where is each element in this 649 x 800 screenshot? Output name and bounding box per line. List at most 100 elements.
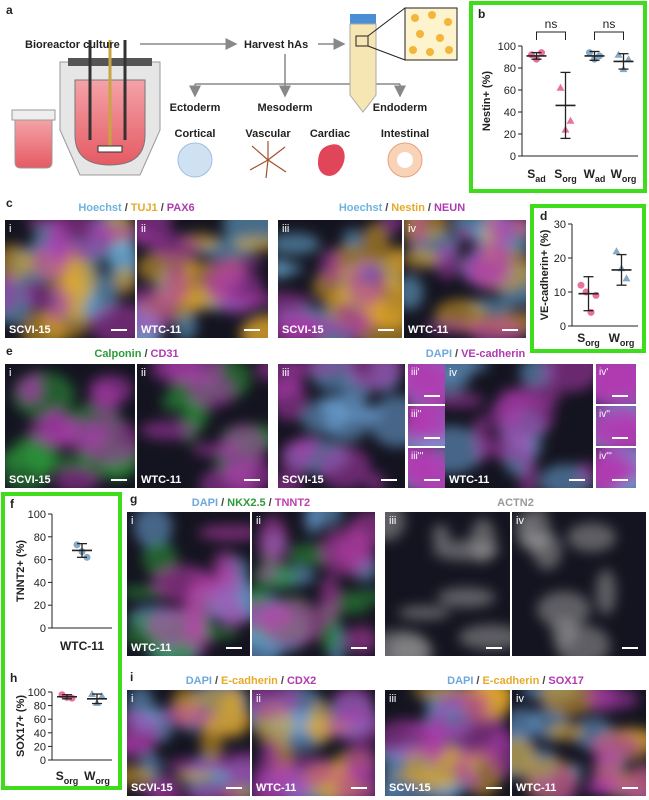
stain-blob bbox=[5, 243, 30, 283]
category-sub: org bbox=[64, 776, 79, 786]
y-axis-label: TNNT2+ (%) bbox=[15, 540, 27, 602]
stain-blob bbox=[437, 587, 496, 608]
stain: / bbox=[215, 675, 218, 687]
stain-blob bbox=[220, 423, 267, 474]
y-tick-label: 40 bbox=[34, 577, 46, 589]
stain-blob bbox=[217, 601, 248, 628]
stain-signal bbox=[385, 690, 510, 796]
stain-blob bbox=[50, 220, 115, 260]
stain-blob bbox=[241, 313, 268, 338]
image-numeral: ii bbox=[141, 223, 146, 235]
stain-blob bbox=[472, 414, 491, 463]
stain-blob bbox=[551, 617, 579, 646]
germ-layer: Mesoderm bbox=[257, 102, 312, 114]
tissue-type: Cardiac bbox=[310, 128, 350, 140]
cardiac-icon bbox=[318, 144, 345, 176]
stain-blob bbox=[256, 567, 277, 580]
stain-blob bbox=[404, 274, 424, 310]
image-label: SCVI-15 bbox=[282, 324, 324, 336]
stain-blob bbox=[278, 378, 308, 422]
stain-blob bbox=[278, 232, 321, 255]
stain-blob bbox=[90, 382, 120, 420]
y-tick-label: 80 bbox=[34, 532, 46, 544]
x-tick-label: Sorg bbox=[56, 769, 79, 786]
category-sub: org bbox=[622, 174, 637, 184]
stain-blob bbox=[199, 466, 260, 488]
stain-blob bbox=[521, 532, 548, 553]
category: W bbox=[611, 167, 623, 181]
y-tick-label: 20 bbox=[34, 600, 46, 612]
stain-blob bbox=[589, 780, 615, 794]
stain-blob bbox=[318, 445, 371, 488]
stain-blob bbox=[567, 522, 616, 552]
stain: / bbox=[125, 202, 128, 214]
significance-bracket bbox=[594, 31, 624, 40]
stain-blob bbox=[257, 515, 288, 567]
micrograph bbox=[278, 220, 402, 338]
image-numeral: ii bbox=[256, 693, 261, 705]
stain: SOX17 bbox=[548, 675, 583, 687]
x-tick-label: Sad bbox=[527, 167, 546, 184]
stain-blob bbox=[385, 512, 406, 541]
stain-blob bbox=[162, 263, 190, 305]
stain-blob bbox=[368, 395, 405, 447]
stain-blob bbox=[224, 769, 250, 786]
stain-blob bbox=[278, 322, 331, 338]
stain-blob bbox=[160, 704, 215, 728]
stain-signal bbox=[408, 448, 448, 488]
stain-blob bbox=[137, 220, 172, 247]
stain: / bbox=[221, 497, 224, 509]
stain: DAPI bbox=[426, 348, 452, 360]
stain: VE-cadherin bbox=[461, 348, 525, 360]
stain-blob bbox=[434, 241, 461, 280]
stain: / bbox=[455, 348, 458, 360]
stain: / bbox=[144, 348, 147, 360]
stain-blob bbox=[252, 690, 302, 719]
category: S bbox=[527, 167, 535, 181]
stain-blob bbox=[600, 364, 636, 391]
image-numeral: iv bbox=[516, 693, 524, 705]
y-tick-label: 60 bbox=[34, 714, 46, 726]
stain-signal bbox=[404, 220, 526, 338]
zoom-line bbox=[367, 45, 406, 61]
stain-blob bbox=[208, 256, 264, 270]
stain-signal bbox=[140, 364, 268, 488]
stain-legend: ACTN2 bbox=[497, 497, 534, 509]
stain-blob bbox=[351, 311, 374, 336]
category-sub: org bbox=[95, 776, 110, 786]
image-label: WTC-11 bbox=[256, 782, 296, 794]
data-point bbox=[612, 247, 621, 255]
panel-letter: d bbox=[540, 209, 547, 223]
stain-blob bbox=[391, 770, 455, 784]
category: S bbox=[554, 167, 562, 181]
stain: / bbox=[476, 675, 479, 687]
stain-blob bbox=[191, 442, 244, 457]
data-point bbox=[73, 541, 81, 549]
stain-blob bbox=[127, 710, 162, 755]
inset-numeral: iv'' bbox=[599, 409, 610, 420]
tube-cap bbox=[350, 14, 376, 24]
stain-blob bbox=[409, 449, 448, 477]
stain-signal bbox=[127, 512, 250, 656]
stain-blob bbox=[404, 247, 442, 269]
highlight-box bbox=[1, 492, 122, 790]
stain: / bbox=[161, 202, 164, 214]
stain-blob bbox=[519, 454, 538, 488]
y-axis-label: Nestin+ (%) bbox=[481, 71, 493, 132]
stain: / bbox=[269, 497, 272, 509]
stain-blob bbox=[319, 574, 341, 624]
stain-legend: Calponin / CD31 bbox=[94, 348, 178, 360]
x-tick-label: WTC-11 bbox=[60, 639, 104, 653]
stain-blob bbox=[26, 220, 56, 229]
stain-blob bbox=[345, 625, 375, 655]
image-numeral: i bbox=[9, 223, 11, 235]
stain-blob bbox=[326, 709, 375, 743]
stain: NEUN bbox=[434, 202, 465, 214]
stain-blob bbox=[344, 364, 404, 390]
stain-signal bbox=[445, 364, 593, 488]
stain: Hoechst bbox=[339, 202, 383, 214]
stain-blob bbox=[445, 364, 473, 395]
image-label: WTC-11 bbox=[141, 324, 181, 336]
panel-letter: i bbox=[130, 670, 133, 684]
y-tick-label: 0 bbox=[560, 321, 566, 333]
